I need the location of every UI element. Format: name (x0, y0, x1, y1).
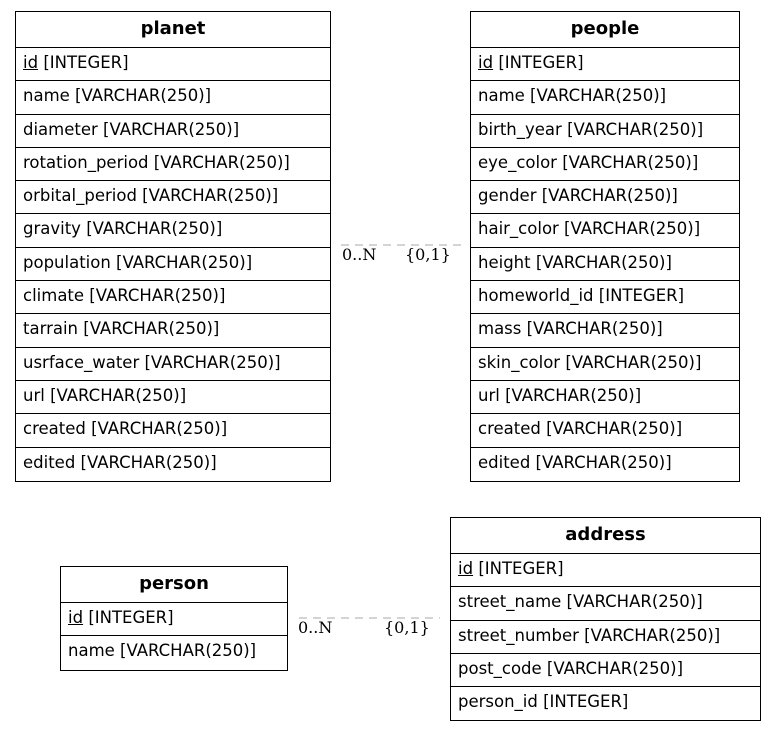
field-row: url [VARCHAR(250)] (471, 381, 739, 415)
field-row: mass [VARCHAR(250)] (471, 314, 739, 348)
pk-name: id (458, 559, 474, 578)
entity-address[interactable]: address id [INTEGER] street_name [VARCHA… (450, 517, 761, 722)
pk-type: [INTEGER] (498, 53, 584, 72)
pk-field: id [INTEGER] (61, 603, 287, 637)
field-row: edited [VARCHAR(250)] (478, 452, 672, 472)
entity-planet[interactable]: planet id [INTEGER] name [VARCHAR(250)] … (15, 11, 331, 482)
field-row: gravity [VARCHAR(250)] (16, 214, 330, 248)
field-row: eye_color [VARCHAR(250)] (471, 148, 739, 182)
field-row: name [VARCHAR(250)] (68, 641, 257, 661)
pk-type: [INTEGER] (43, 53, 129, 72)
field-row: name [VARCHAR(250)] (16, 81, 330, 115)
field-row: street_number [VARCHAR(250)] (451, 621, 760, 654)
field-row: created [VARCHAR(250)] (16, 414, 330, 448)
pk-name: id (478, 53, 494, 72)
pk-field: id [INTEGER] (16, 48, 330, 82)
entity-title: address (451, 518, 760, 554)
entity-title: person (61, 567, 287, 603)
field-row: hair_color [VARCHAR(250)] (471, 214, 739, 248)
field-row: climate [VARCHAR(250)] (16, 281, 330, 315)
field-row: birth_year [VARCHAR(250)] (471, 115, 739, 148)
field-row: url [VARCHAR(250)] (16, 381, 330, 415)
entity-title: planet (16, 12, 330, 48)
field-row: tarrain [VARCHAR(250)] (16, 314, 330, 348)
field-row: usrface_water [VARCHAR(250)] (16, 348, 330, 381)
pk-field: id [INTEGER] (451, 554, 760, 588)
field-row: homeworld_id [INTEGER] (471, 281, 739, 315)
field-row: skin_color [VARCHAR(250)] (471, 348, 739, 381)
field-row: height [VARCHAR(250)] (471, 248, 739, 282)
cardinality-planet-side: 0..N (342, 245, 376, 264)
field-row: post_code [VARCHAR(250)] (451, 654, 760, 688)
field-row: street_name [VARCHAR(250)] (451, 587, 760, 621)
entity-person[interactable]: person id [INTEGER] name [VARCHAR(250)] (60, 566, 288, 671)
cardinality-people-side: {0,1} (405, 245, 451, 264)
field-row: edited [VARCHAR(250)] (23, 452, 217, 472)
pk-field: id [INTEGER] (471, 48, 739, 82)
field-row: diameter [VARCHAR(250)] (16, 115, 330, 148)
field-row: person_id [INTEGER] (458, 692, 629, 712)
cardinality-person-side: 0..N (298, 618, 332, 637)
field-row: population [VARCHAR(250)] (16, 248, 330, 282)
field-row: created [VARCHAR(250)] (471, 414, 739, 448)
cardinality-address-side: {0,1} (384, 618, 430, 637)
field-row: rotation_period [VARCHAR(250)] (16, 148, 330, 182)
pk-name: id (23, 53, 39, 72)
entity-people[interactable]: people id [INTEGER] name [VARCHAR(250)] … (470, 11, 740, 482)
pk-type: [INTEGER] (88, 608, 174, 627)
field-row: name [VARCHAR(250)] (471, 81, 739, 115)
entity-title: people (471, 12, 739, 48)
pk-name: id (68, 608, 84, 627)
field-row: gender [VARCHAR(250)] (471, 181, 739, 215)
field-row: orbital_period [VARCHAR(250)] (16, 181, 330, 215)
pk-type: [INTEGER] (478, 559, 564, 578)
